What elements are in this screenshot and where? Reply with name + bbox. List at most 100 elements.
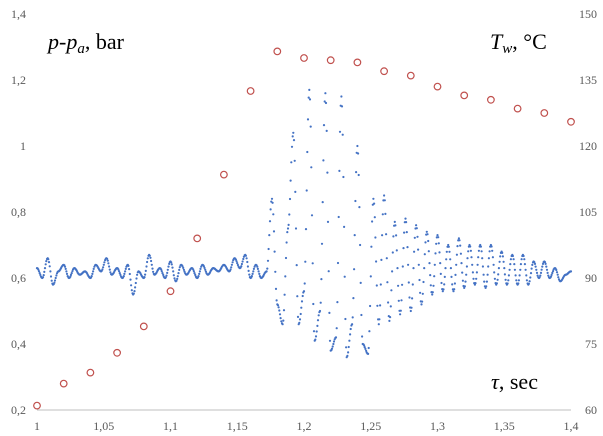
pressure-point [423,267,426,270]
pressure-point [230,263,233,266]
pressure-point [411,283,414,286]
pressure-point [367,346,370,350]
pressure-point [374,236,377,239]
pressure-point [551,271,554,275]
pressure-point [162,273,165,276]
pressure-point [69,273,73,276]
pressure-point [365,349,368,352]
temperature-point [139,322,148,331]
pressure-point [413,250,416,253]
temperature-point [567,117,575,126]
pressure-point [549,275,553,278]
pressure-point [236,262,239,265]
pressure-point [555,271,559,274]
pressure-point [53,279,57,282]
pressure-point [498,260,501,263]
pressure-point [204,270,207,273]
pressure-point [144,273,147,276]
pressure-point [203,266,206,269]
pressure-point [231,261,234,264]
pressure-point [556,273,559,276]
pressure-point [513,263,516,266]
pressure-point [557,276,560,279]
pressure-point [481,265,484,268]
pressure-point [383,199,386,202]
pressure-point [525,279,529,282]
pressure-point [416,235,419,238]
pressure-point [513,268,517,271]
pressure-point [388,319,391,322]
x-tick-labels: 1 1,05 1,1 1,15 1,2 1,25 1,3 1,35 1,4 [34,419,579,433]
pressure-point [539,274,542,277]
pressure-point [392,235,395,238]
pressure-point [247,269,250,272]
pressure-point [290,145,294,148]
pressure-point [108,265,111,268]
pressure-point [501,251,504,254]
pressure-point [160,270,163,273]
temperature-point [59,379,68,388]
pressure-point [471,263,474,266]
pressure-point [541,265,544,268]
pressure-point [351,316,354,319]
pressure-point [49,275,53,278]
temperature-point [300,54,308,62]
pressure-point [294,227,298,230]
pressure-point [107,262,110,265]
temperature-point [273,47,282,56]
x-tick-label: 1,25 [360,419,381,433]
pressure-point [304,260,307,263]
pressure-point [198,272,201,275]
pressure-point [540,268,543,271]
pressure-point [300,300,304,303]
x-tick-label: 1,3 [430,419,445,433]
pressure-point [475,271,478,274]
pressure-point [437,236,440,239]
pressure-point [535,271,539,274]
pressure-point [455,263,458,266]
pressure-point [192,268,195,271]
pressure-point [117,268,120,271]
pressure-point [348,339,351,342]
pressure-point [519,268,522,271]
pressure-point [128,268,131,271]
y-left-tick-label: 0,2 [11,403,26,417]
pressure-point [197,275,200,278]
pressure-point [359,281,362,284]
pressure-point [306,118,310,121]
pressure-point [272,213,275,216]
pressure-point [311,262,314,265]
pressure-point [128,272,131,276]
pressure-point [133,290,136,293]
temperature-point [326,56,335,65]
pressure-point [194,273,197,276]
pressure-point [167,265,170,268]
pressure-point [353,234,356,237]
pressure-point [367,352,370,355]
pressure-point [309,125,312,128]
pressure-point [63,265,67,268]
pressure-point [529,272,533,275]
pressure-point [130,284,133,287]
y-left-tick-labels: 0,2 0,4 0,6 0,8 1 1,2 1,4 [11,7,26,417]
pressure-point [394,224,397,227]
pressure-point [525,274,528,277]
pressure-point [177,272,180,275]
pressure-point [285,241,288,244]
pressure-point [327,270,330,273]
pressure-point [405,221,408,224]
pressure-point [517,279,521,282]
pressure-point [343,275,346,278]
pressure-point [53,281,56,284]
pressure-point [470,256,473,259]
pressure-point [417,263,420,266]
right-axis-label: Tw, °C [490,29,547,57]
pressure-point [144,269,147,272]
pressure-point [451,283,454,286]
pressure-point [293,159,296,162]
pressure-point [338,169,341,172]
pressure-point [178,268,181,271]
y-right-tick-label: 135 [579,73,597,87]
pressure-point [385,233,388,236]
pressure-point [555,268,558,272]
